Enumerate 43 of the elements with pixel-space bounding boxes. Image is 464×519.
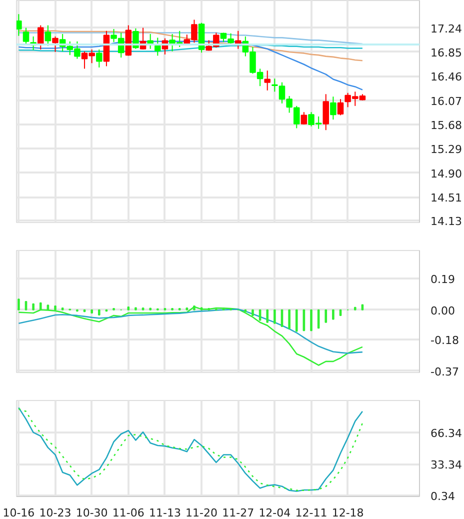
x-tick-label: 10-23 [39, 506, 72, 519]
y-tick-label: 17.24 [430, 22, 462, 36]
y-tick-label: 0.34 [430, 490, 455, 504]
x-tick-label: 11-27 [222, 506, 254, 519]
y-tick-label: 14.13 [430, 215, 462, 228]
candlestick [337, 98, 344, 116]
candlestick [293, 105, 300, 129]
y-tick-label: 66.34 [430, 426, 462, 440]
y-tick-label: -0.18 [430, 334, 459, 348]
candlestick [220, 32, 227, 43]
x-tick-label: 10-16 [2, 506, 35, 519]
y-tick-label: 0.00 [430, 304, 455, 318]
candlestick [96, 48, 102, 68]
candlestick [154, 37, 161, 56]
y-tick-label: 15.68 [430, 119, 462, 132]
y-tick-label: 16.46 [430, 70, 462, 84]
y-tick-label: 33.34 [430, 458, 462, 472]
candlestick [52, 36, 58, 52]
y-tick-label: 16.07 [430, 94, 462, 108]
x-tick-label: 12-18 [332, 506, 364, 519]
candlestick [264, 70, 270, 91]
candlestick [322, 94, 330, 131]
y-tick-label: 0.19 [430, 273, 455, 286]
candlestick [300, 112, 308, 126]
x-tick-label: 12-04 [258, 506, 291, 519]
candlestick [44, 24, 52, 46]
y-tick-label: -0.37 [430, 365, 459, 378]
line-series [18, 308, 364, 354]
y-tick-label: 14.51 [430, 192, 462, 205]
x-tick-label: 10-30 [76, 506, 108, 519]
candlestick [38, 24, 44, 50]
candlestick [132, 28, 139, 50]
y-tick-label: 14.90 [430, 167, 462, 180]
candlestick [228, 32, 234, 46]
candlestick [16, 14, 22, 36]
candlestick [22, 27, 30, 46]
x-tick-label: 11-13 [148, 506, 181, 519]
y-tick-label: 15.29 [430, 143, 462, 156]
candlestick [330, 96, 336, 120]
x-tick-label: 11-20 [186, 506, 218, 519]
x-tick-label: 12-11 [295, 506, 328, 519]
x-tick-label: 11-06 [112, 506, 144, 519]
y-tick-label: 16.85 [430, 46, 462, 60]
